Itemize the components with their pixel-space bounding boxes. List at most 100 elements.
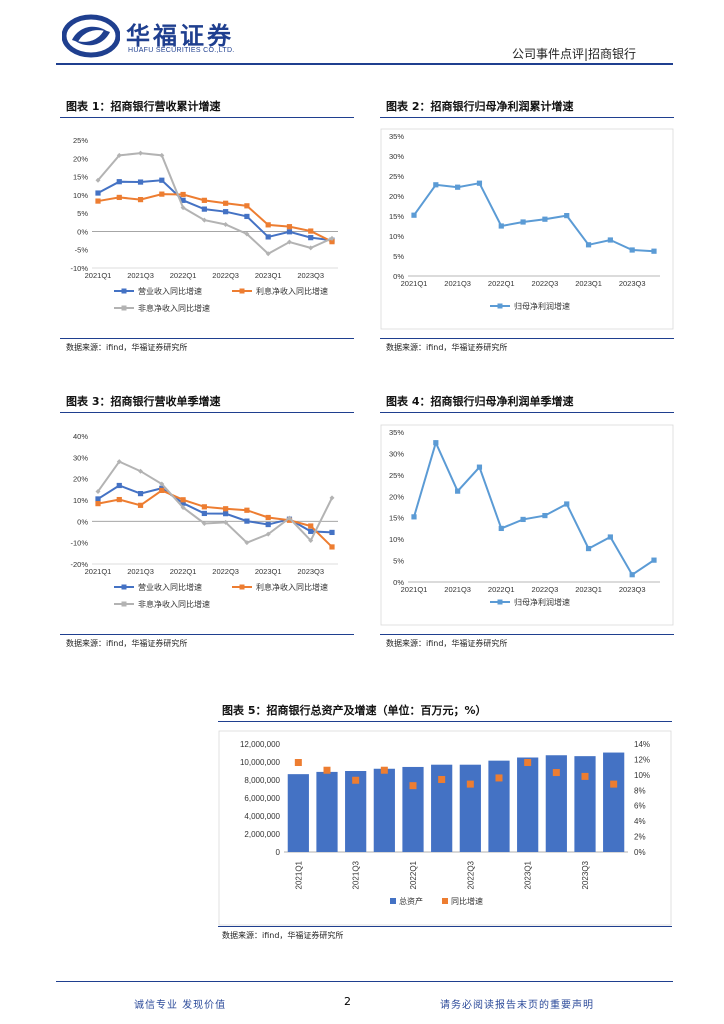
data-point (286, 515, 292, 521)
logo-icon (62, 14, 120, 58)
legend-label: 利息净收入同比增速 (256, 286, 328, 296)
data-point (380, 766, 388, 774)
data-point (95, 177, 101, 183)
figure-2-source-rule (380, 338, 674, 339)
figure-2-title: 图表 2：招商银行归母净利润累计增速 (386, 100, 574, 113)
legend-marker (497, 599, 503, 605)
footer-rule (56, 981, 673, 982)
figure-3-title: 图表 3：招商银行营收单季增速 (66, 395, 221, 408)
figure-5-source-rule (218, 926, 672, 927)
figure-4-source: 数据来源：ifind，华福证券研究所 (386, 639, 508, 648)
legend-label: 归母净利润增速 (514, 597, 570, 607)
data-point (294, 759, 302, 767)
y-tick-label: 30% (73, 453, 88, 462)
x-tick-label: 2023Q3 (581, 860, 590, 889)
data-point (265, 521, 271, 528)
chart-4-net-profit-quarterly-growth: 0% 5% 10% 15% 20% 25% 30% 35% 2021Q1 2021Q3 2022Q1… (380, 424, 674, 626)
chart-3-revenue-quarterly-growth: -20% -10% 0% 10% 20% 30% 40% 2021Q1 2021Q3 2022Q1… (70, 432, 338, 609)
x-tick-label: 2021Q1 (85, 271, 112, 280)
data-point (308, 538, 314, 544)
data-point (286, 239, 292, 245)
x-tick-label: 2021Q3 (444, 585, 471, 594)
data-point (180, 205, 186, 211)
y-tick-label: 10% (389, 232, 404, 241)
y-left-tick-label: 4,000,000 (244, 812, 280, 821)
header-report-type: 公司事件点评|招商银行 (512, 47, 637, 61)
data-point (95, 501, 101, 507)
x-tick-label: 2022Q3 (532, 585, 559, 594)
x-tick-label: 2023Q3 (619, 585, 646, 594)
legend-marker (121, 601, 127, 607)
y-tick-label: -5% (75, 246, 89, 255)
data-point (308, 528, 314, 534)
chart-frame (218, 730, 672, 926)
bar (287, 774, 309, 852)
x-tick-label: 2023Q3 (619, 279, 646, 288)
data-point (409, 782, 417, 790)
x-tick-label: 2023Q3 (297, 567, 324, 576)
y-tick-label: 25% (73, 136, 88, 145)
data-point (201, 217, 207, 223)
data-point (524, 759, 532, 767)
legend-marker (121, 584, 127, 590)
data-point (116, 152, 122, 158)
x-tick-label: 2022Q3 (532, 279, 559, 288)
legend-label: 总资产 (399, 896, 423, 906)
data-point (520, 219, 526, 225)
series-line (97, 193, 333, 243)
y-tick-label: 40% (73, 432, 88, 441)
legend-marker (442, 898, 448, 904)
data-point (95, 190, 101, 196)
y-tick-label: -10% (70, 264, 88, 273)
footer-slogan: 诚信专业 发现价值 (134, 1000, 227, 1011)
y-tick-label: -20% (70, 560, 88, 569)
data-point (95, 496, 101, 502)
data-point (116, 459, 122, 465)
x-tick-label: 2023Q1 (255, 567, 282, 576)
figure-3-source: 数据来源：ifind，华福证券研究所 (66, 639, 188, 648)
data-point (116, 496, 122, 503)
bar (488, 760, 510, 852)
data-point (438, 775, 446, 783)
y-tick-label: 15% (389, 212, 404, 221)
series-line (97, 152, 333, 255)
data-point (265, 251, 271, 257)
data-point (201, 510, 207, 517)
y-left-tick-label: 6,000,000 (244, 794, 280, 803)
data-point (223, 511, 229, 517)
bar (402, 766, 424, 852)
data-point (201, 206, 207, 212)
y-right-tick-label: 12% (634, 755, 650, 764)
x-tick-label: 2021Q3 (352, 860, 361, 889)
data-point (244, 540, 250, 546)
figure-2-title-rule (380, 117, 674, 118)
x-tick-label: 2022Q1 (170, 567, 197, 576)
y-left-tick-label: 10,000,000 (240, 758, 281, 767)
data-point (607, 534, 613, 540)
data-point (433, 440, 439, 446)
y-tick-label: 20% (73, 154, 88, 163)
x-tick-label: 2022Q1 (488, 585, 515, 594)
figure-5-title: 图表 5：招商银行总资产及增速（单位：百万元；%） (222, 704, 487, 717)
x-tick-label: 2021Q1 (401, 279, 428, 288)
data-point (223, 221, 229, 227)
data-point (308, 245, 314, 251)
figure-4-title: 图表 4：招商银行归母净利润单季增速 (386, 395, 574, 408)
y-right-tick-label: 8% (634, 786, 646, 795)
data-point (498, 525, 504, 532)
data-point (308, 235, 314, 241)
figure-3-source-rule (60, 634, 354, 635)
y-tick-label: 5% (77, 209, 88, 218)
legend-marker (239, 288, 245, 294)
data-point (476, 180, 483, 186)
data-point (180, 504, 186, 510)
data-point (265, 531, 271, 537)
x-tick-label: 2021Q1 (85, 567, 112, 576)
data-point (201, 504, 207, 510)
series-line (413, 182, 655, 253)
legend-label: 非息净收入同比增速 (138, 303, 210, 313)
legend-label: 归母净利润增速 (514, 301, 570, 311)
data-point (286, 229, 293, 235)
data-point (138, 468, 144, 474)
data-point (498, 223, 504, 229)
